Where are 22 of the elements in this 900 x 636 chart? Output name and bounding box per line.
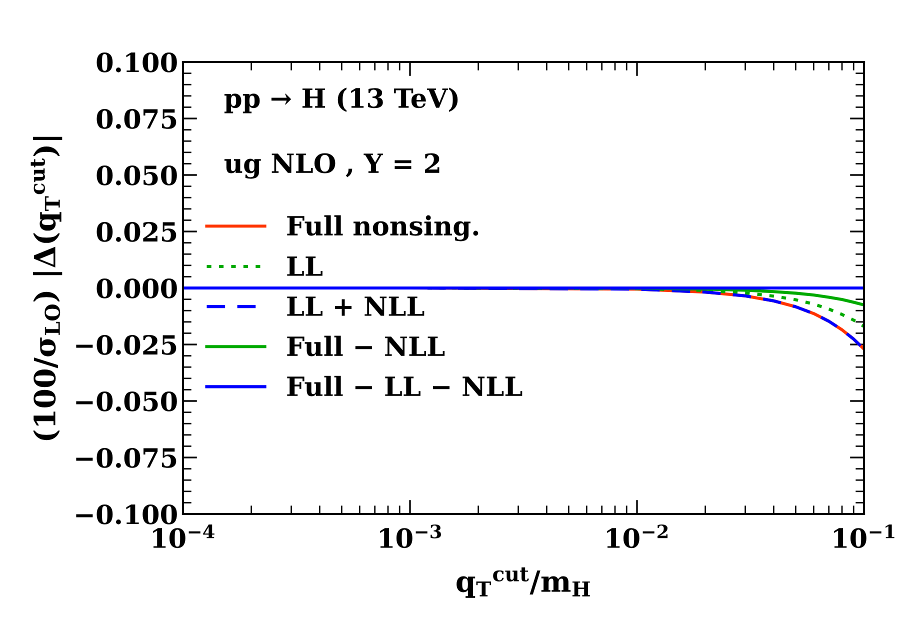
x-tick-label: 10$^{−1}$	[834, 524, 894, 548]
annotation: ug NLO , Y = 2	[224, 153, 440, 179]
legend-label: Full − NLL	[287, 336, 445, 356]
y-tick-label: 0.075	[96, 108, 176, 129]
y-tick-label: 0.050	[96, 165, 177, 186]
x-tick-label: 10$^{−4}$	[153, 524, 214, 548]
legend-label: Full − LL − NLL	[287, 376, 522, 396]
y-tick-label: 0.000	[96, 278, 177, 298]
x-tick-label: 10$^{−2}$	[607, 524, 668, 548]
x-axis-title: q$_{T}$$^{cut}$/m$_{H}$	[456, 567, 590, 598]
y-tick-label: 0.100	[96, 52, 177, 72]
x-tick-label: 10$^{−3}$	[380, 524, 441, 548]
y-tick-label: −0.075	[76, 448, 176, 468]
y-tick-label: 0.025	[96, 222, 176, 242]
y-axis-title: (100/σ$_{LO}$) |Δ(q$_{T}$$^{cut}$)|	[30, 136, 62, 440]
y-tick-label: −0.050	[76, 391, 177, 412]
y-tick-label: −0.100	[76, 504, 177, 524]
legend-label: LL + NLL	[287, 296, 424, 316]
annotation: pp → H (13 TeV)	[224, 88, 458, 114]
y-tick-label: −0.025	[76, 334, 176, 355]
legend-label: LL	[287, 256, 322, 276]
legend-label: Full nonsing.	[287, 215, 478, 242]
